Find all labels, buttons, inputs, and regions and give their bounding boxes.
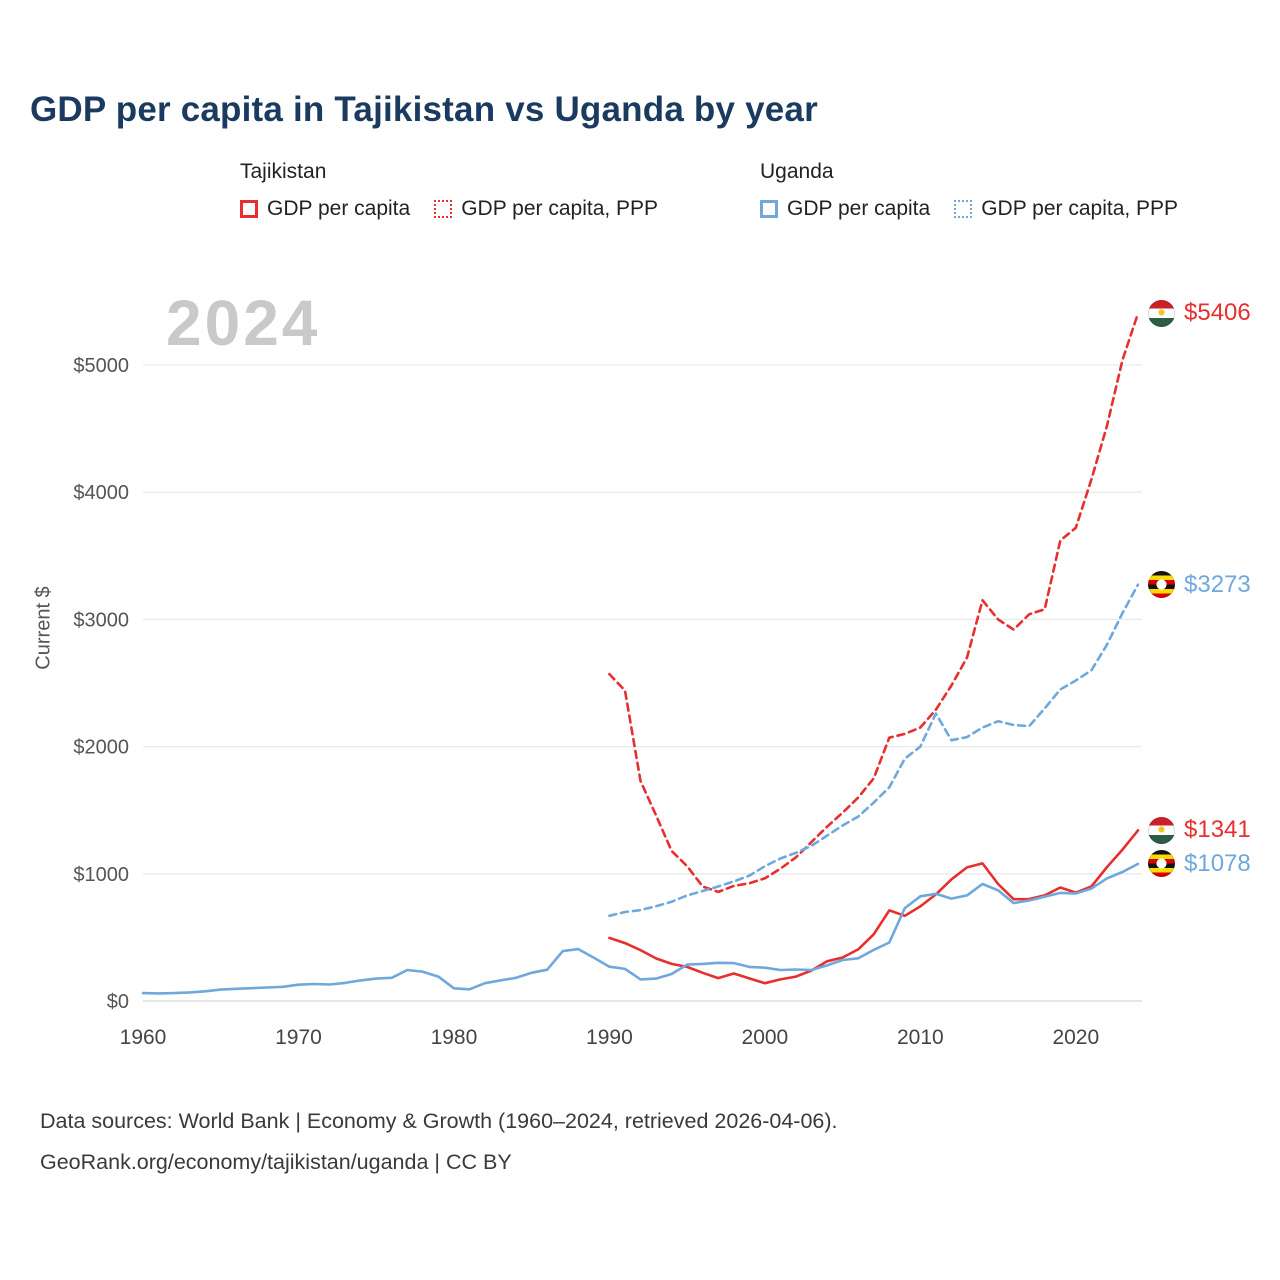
chart-title: GDP per capita in Tajikistan vs Uganda b…	[30, 90, 818, 129]
series-line-tajikistan-gdp-ppp	[608, 312, 1140, 894]
legend-item-uganda-gdp-ppp[interactable]: GDP per capita, PPP	[954, 197, 1178, 221]
y-tick-label: $0	[107, 991, 129, 1013]
end-label-value: $5406	[1184, 299, 1251, 327]
x-tick-label: 2010	[897, 1026, 944, 1049]
series-line-uganda-gdp-ppp	[608, 583, 1140, 918]
end-label-value: $3273	[1184, 570, 1251, 598]
x-tick-label: 2020	[1052, 1026, 1099, 1049]
end-label-tajikistan-5406: $5406	[1148, 299, 1251, 327]
x-tick-label: 2000	[742, 1026, 789, 1049]
legend-group-uganda: Uganda GDP per capita GDP per capita, PP…	[760, 160, 1202, 221]
legend-label: GDP per capita, PPP	[461, 197, 659, 220]
legend-swatch-solid-icon	[760, 200, 778, 218]
series-line-tajikistan-gdp	[608, 829, 1140, 985]
tajikistan-flag-icon	[1148, 299, 1175, 327]
end-label-value: $1341	[1184, 816, 1251, 844]
legend-label: GDP per capita	[267, 197, 411, 220]
x-tick-label: 1990	[586, 1026, 633, 1049]
end-label-value: $1078	[1184, 849, 1251, 877]
legend-swatch-dotted-icon	[434, 200, 453, 218]
legend-label: GDP per capita, PPP	[981, 197, 1179, 220]
year-watermark: 2024	[166, 287, 321, 359]
legend-item-uganda-gdp[interactable]: GDP per capita	[760, 197, 930, 221]
y-axis-title: Current $	[32, 586, 55, 670]
end-label-uganda-3273: $3273	[1148, 571, 1251, 599]
legend-swatch-solid-icon	[240, 200, 258, 218]
uganda-flag-icon	[1148, 571, 1175, 599]
legend-swatch-dotted-icon	[954, 200, 973, 218]
uganda-flag-icon	[1148, 850, 1175, 878]
legend-item-tajikistan-gdp[interactable]: GDP per capita	[240, 197, 410, 221]
y-tick-label: $5000	[73, 355, 129, 377]
legend-country-tajikistan: Tajikistan	[240, 160, 327, 183]
footer: Data sources: World Bank | Economy & Gro…	[40, 1101, 838, 1183]
y-tick-label: $1000	[73, 864, 129, 886]
x-tick-label: 1980	[431, 1026, 478, 1049]
footer-data-sources: Data sources: World Bank | Economy & Gro…	[40, 1109, 838, 1133]
x-tick-label: 1970	[275, 1026, 322, 1049]
legend-item-tajikistan-gdp-ppp[interactable]: GDP per capita, PPP	[434, 197, 658, 221]
y-tick-label: $4000	[73, 482, 129, 504]
end-label-uganda-1078: $1078	[1148, 850, 1251, 878]
y-tick-label: $3000	[73, 609, 129, 631]
tajikistan-flag-icon	[1148, 816, 1175, 844]
legend-country-uganda: Uganda	[760, 160, 834, 183]
legend-label: GDP per capita	[787, 197, 931, 220]
x-tick-label: 1960	[120, 1026, 167, 1049]
series-line-uganda-gdp	[141, 862, 1140, 995]
legend-group-tajikistan: Tajikistan GDP per capita GDP per capita…	[240, 160, 682, 221]
y-tick-label: $2000	[73, 737, 129, 759]
end-label-tajikistan-1341: $1341	[1148, 816, 1251, 844]
footer-attribution: GeoRank.org/economy/tajikistan/uganda | …	[40, 1150, 512, 1174]
